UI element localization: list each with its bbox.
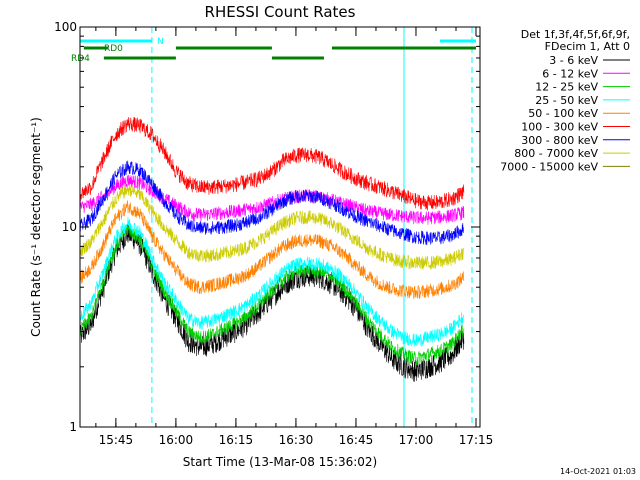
legend-header-line-2: FDecim 1, Att 0 (545, 40, 630, 53)
x-tick-label-4: 16:30 (279, 433, 314, 447)
y-axis: 1 10 100 (54, 20, 480, 434)
y-tick-label-3: 100 (54, 20, 77, 34)
state-bar-label-n: N (157, 37, 164, 47)
legend-label-6: 100 - 300 keV (521, 121, 598, 134)
chart-title: RHESSI Count Rates (205, 3, 356, 21)
x-axis-label: Start Time (13-Mar-08 15:36:02) (183, 455, 377, 469)
x-tick-label-5: 16:45 (339, 433, 374, 447)
x-tick-label-1: 15:45 (99, 433, 134, 447)
legend-label-8: 800 - 7000 keV (514, 147, 598, 160)
legend-label-9: 7000 - 15000 keV (500, 160, 598, 173)
y-tick-label-1: 1 (69, 420, 77, 434)
x-tick-label-2: 16:00 (159, 433, 194, 447)
series-line-7 (80, 160, 464, 246)
x-tick-label-6: 17:00 (399, 433, 434, 447)
series-line-4 (80, 216, 465, 348)
state-bar-label-rd0: RD0 (104, 44, 123, 54)
footer-date: 14-Oct-2021 01:03 (560, 467, 636, 476)
legend-label-5: 50 - 100 keV (528, 107, 598, 120)
legend-label-7: 300 - 800 keV (521, 134, 598, 147)
series-line-5 (80, 200, 465, 299)
x-axis: 15:45 16:00 16:15 16:30 16:45 17:00 17:15 (95, 27, 494, 447)
state-bar-label-rd4: RD4 (71, 54, 90, 64)
series-line-8 (80, 182, 465, 270)
series-layer (80, 117, 465, 382)
series-line-2 (80, 174, 465, 225)
legend: Det 1f,3f,4f,5f,6f,9f, FDecim 1, Att 0 3… (500, 28, 630, 173)
legend-label-1: 3 - 6 keV (549, 54, 598, 67)
x-tick-label-3: 16:15 (219, 433, 254, 447)
legend-header-line-1: Det 1f,3f,4f,5f,6f,9f, (521, 28, 630, 41)
legend-label-2: 6 - 12 keV (542, 67, 598, 80)
legend-label-3: 12 - 25 keV (535, 81, 598, 94)
y-tick-label-2: 10 (62, 220, 77, 234)
series-line-6 (80, 117, 465, 211)
y-axis-label: Count Rate (s⁻¹ detector segment⁻¹) (29, 117, 43, 337)
legend-label-4: 25 - 50 keV (535, 94, 598, 107)
x-tick-label-7: 17:15 (459, 433, 494, 447)
state-bars: N RD0 RD4 (71, 37, 476, 64)
